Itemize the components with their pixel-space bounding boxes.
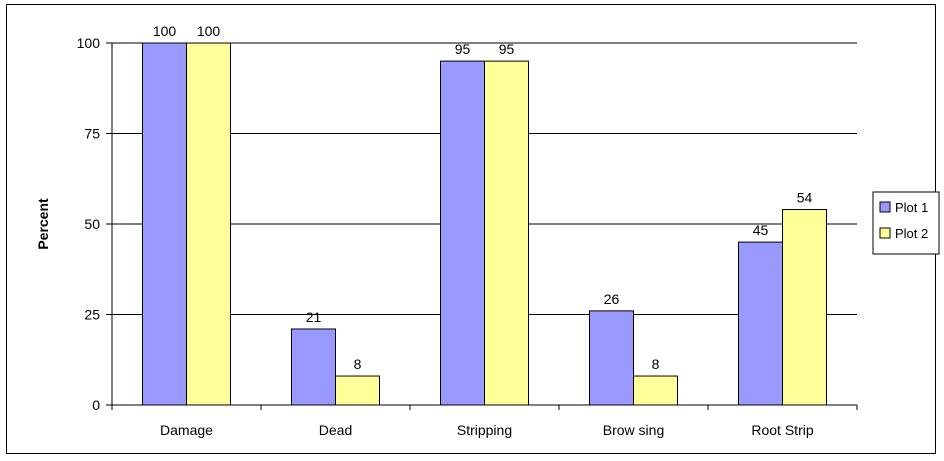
bar (738, 241, 783, 406)
bar (589, 310, 634, 406)
x-tick-label: Brow sing (603, 422, 664, 438)
bar (633, 375, 678, 406)
x-tick-label: Dead (319, 422, 352, 438)
bar (440, 60, 485, 406)
y-tick-label: 100 (77, 35, 101, 51)
data-label: 100 (153, 23, 177, 39)
y-tick-label: 0 (92, 397, 100, 413)
data-label: 95 (499, 41, 515, 57)
data-label: 21 (306, 309, 322, 325)
data-label: 95 (455, 41, 471, 57)
legend-swatch (879, 201, 891, 213)
legend-label: Plot 1 (895, 200, 928, 215)
legend-label: Plot 2 (895, 226, 928, 241)
data-label: 26 (604, 291, 620, 307)
bar (291, 328, 336, 406)
data-label: 8 (354, 356, 362, 372)
bar (782, 209, 827, 406)
y-tick-label: 50 (84, 216, 100, 232)
bar (484, 60, 529, 406)
y-tick-label: 25 (84, 307, 100, 323)
data-label: 100 (197, 23, 221, 39)
x-tick-label: Stripping (457, 422, 512, 438)
legend: Plot 1 Plot 2 (872, 191, 940, 255)
bar (142, 42, 187, 406)
data-label: 54 (797, 190, 813, 206)
data-label: 8 (652, 356, 660, 372)
data-label: 45 (753, 222, 769, 238)
x-tick-label: Root Strip (751, 422, 813, 438)
x-tick-label: Damage (160, 422, 213, 438)
bar (186, 42, 231, 406)
y-axis-label: Percent (35, 198, 51, 250)
labels: 0 25 50 75 100 100 21 95 26 45 100 8 95 8 54 Damage Dead… (77, 23, 814, 438)
legend-swatch (879, 227, 891, 239)
bar (335, 375, 380, 406)
axes (106, 42, 858, 410)
y-tick-label: 75 (84, 126, 100, 142)
